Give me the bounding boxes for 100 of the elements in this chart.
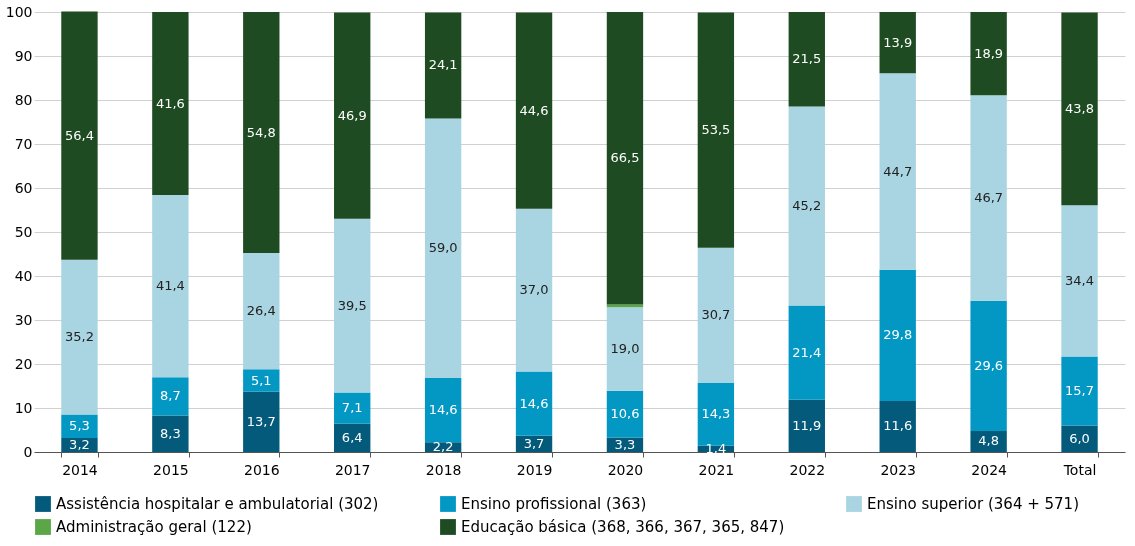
data-label: 1,4 — [705, 440, 727, 456]
data-label: 46,7 — [974, 189, 1004, 205]
bar — [1061, 356, 1098, 426]
bar — [606, 390, 644, 438]
y-tick-label: 50 — [14, 223, 33, 240]
bar — [243, 391, 280, 452]
data-label: 5,1 — [250, 372, 272, 388]
bar — [697, 382, 735, 446]
x-tick-label: 2024 — [971, 461, 1008, 478]
y-tick-label: 100 — [5, 3, 33, 20]
bar — [788, 106, 825, 306]
bar — [334, 12, 371, 219]
legend-label: Ensino superior (364 + 571) — [867, 495, 1080, 513]
data-label: 8,3 — [160, 425, 181, 441]
data-label: 29,6 — [974, 357, 1004, 373]
bar — [1061, 425, 1098, 452]
data-label: 15,7 — [1065, 383, 1095, 399]
data-label: 7,1 — [341, 400, 363, 416]
bar — [243, 253, 280, 370]
x-tick-label: 2022 — [789, 461, 826, 478]
x-tick-label: 2019 — [516, 461, 553, 478]
data-label: 6,0 — [1069, 430, 1090, 446]
bar — [61, 259, 98, 415]
bar — [243, 12, 280, 254]
data-label: 66,5 — [610, 150, 640, 166]
x-tick-label: 2016 — [243, 461, 280, 478]
bar — [1061, 205, 1098, 357]
data-label: 8,7 — [160, 388, 181, 404]
data-label: 3,7 — [523, 435, 545, 451]
bar — [697, 247, 735, 383]
legend-label: Educação básica (368, 366, 367, 365, 847) — [461, 518, 785, 536]
bar — [152, 12, 189, 196]
y-tick-label: 0 — [23, 443, 33, 460]
data-label: 21,5 — [792, 51, 822, 67]
bar — [152, 377, 189, 416]
bar — [879, 12, 916, 74]
data-label: 14,6 — [519, 395, 549, 411]
bar — [1061, 12, 1098, 206]
data-label: 59,0 — [428, 240, 458, 256]
data-label: 37,0 — [519, 282, 549, 298]
data-label: 41,4 — [155, 278, 185, 294]
data-label: 29,8 — [883, 327, 913, 343]
x-tick-label: 2023 — [880, 461, 917, 478]
bar — [879, 269, 916, 401]
data-label: 14,3 — [701, 406, 731, 422]
y-tick-label: 90 — [14, 47, 33, 64]
data-label: 3,2 — [69, 436, 90, 452]
data-label: 56,4 — [64, 127, 94, 143]
data-label: 54,8 — [246, 124, 276, 140]
data-label: 11,6 — [883, 418, 913, 434]
bar — [606, 12, 644, 305]
legend-label: Administração geral (122) — [56, 518, 252, 536]
x-tick-label: 2014 — [62, 461, 98, 478]
bar — [61, 414, 98, 438]
data-label: 44,7 — [883, 163, 913, 179]
y-tick-label: 60 — [14, 179, 33, 196]
data-label: 19,0 — [610, 341, 640, 357]
bar — [970, 95, 1007, 301]
bar — [879, 400, 916, 452]
x-tick-label: 2017 — [334, 461, 371, 478]
data-label: 13,7 — [246, 413, 276, 429]
bar — [152, 415, 189, 452]
bar — [970, 300, 1007, 431]
data-label: 43,8 — [1065, 100, 1095, 116]
bar — [515, 208, 553, 372]
bar — [61, 11, 98, 260]
data-label: 11,9 — [792, 417, 822, 433]
bar — [152, 195, 189, 378]
data-label: 44,6 — [519, 102, 549, 118]
data-label: 46,9 — [337, 107, 367, 123]
bar — [424, 118, 462, 379]
data-label: 18,9 — [974, 45, 1004, 61]
x-tick-label: Total — [1062, 461, 1097, 478]
x-tick-label: 2020 — [607, 461, 644, 478]
data-label: 26,4 — [246, 303, 276, 319]
x-tick-label: 2021 — [698, 461, 735, 478]
bar — [334, 392, 371, 424]
y-tick-label: 20 — [14, 355, 33, 372]
data-label: 45,2 — [792, 198, 822, 214]
bar — [515, 371, 553, 436]
bar — [697, 12, 735, 248]
y-tick-label: 40 — [14, 267, 33, 284]
data-label: 39,5 — [337, 297, 367, 313]
bar — [424, 378, 462, 443]
bar — [424, 12, 462, 119]
bar — [788, 399, 825, 452]
data-label: 21,4 — [792, 344, 822, 360]
bar — [788, 12, 825, 107]
y-tick-label: 80 — [14, 91, 33, 108]
y-tick-label: 70 — [14, 135, 33, 152]
legend-label: Ensino profissional (363) — [461, 495, 647, 513]
data-label: 6,4 — [341, 429, 363, 445]
bar — [334, 218, 371, 393]
bar — [970, 12, 1007, 96]
bar — [243, 369, 280, 392]
y-tick-label: 30 — [14, 311, 33, 328]
data-label: 3,3 — [614, 436, 636, 452]
bar — [606, 307, 644, 391]
data-label: 30,7 — [701, 307, 731, 323]
data-label: 24,1 — [428, 57, 458, 73]
